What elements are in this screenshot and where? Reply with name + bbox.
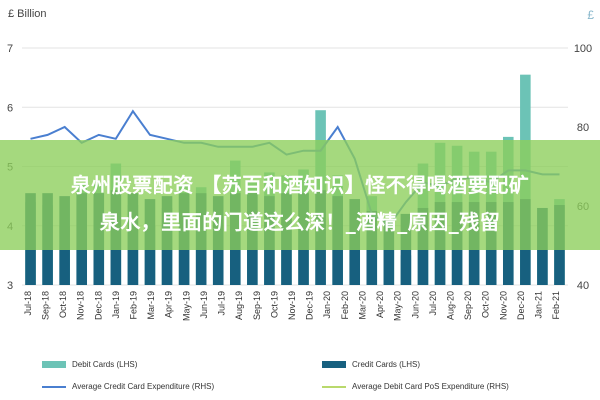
x-tick-label: Oct-19	[269, 291, 279, 318]
legend-swatch-avg-credit	[42, 385, 66, 388]
x-tick-label: Dec-20	[516, 291, 526, 320]
bar-credit-cards	[383, 219, 395, 285]
x-tick-label: May-19	[181, 291, 191, 321]
right-axis-unit: £	[587, 8, 594, 22]
right-tick-label: 80	[577, 122, 589, 134]
legend-swatch-credit-cards	[322, 361, 346, 368]
x-tick-label: Apr-20	[375, 291, 385, 318]
x-tick-label: Feb-20	[340, 291, 350, 320]
x-tick-label: Oct-18	[58, 291, 68, 318]
left-tick-label: 3	[7, 280, 13, 292]
x-tick-label: Dec-19	[305, 291, 315, 320]
x-tick-label: Aug-19	[234, 291, 244, 320]
legend-label-avg-credit: Average Credit Card Expenditure (RHS)	[72, 382, 215, 391]
x-tick-label: Dec-18	[93, 291, 103, 320]
x-tick-label: Feb-21	[551, 291, 561, 320]
x-tick-label: Jul-19	[217, 291, 227, 316]
legend-item-avg-credit: Average Credit Card Expenditure (RHS)	[42, 382, 214, 391]
legend-label-debit-cards: Debit Cards (LHS)	[72, 360, 138, 369]
overlay-headline-line1: 泉州股票配资 【苏百和酒知识】怪不得喝酒要配矿	[70, 173, 530, 197]
overlay-headline-line2: 泉水，里面的门道这么深！_酒精_原因_残留	[99, 210, 501, 234]
right-tick-label: 100	[574, 43, 592, 55]
legend-item-credit-cards: Credit Cards (LHS)	[322, 360, 420, 369]
left-tick-label: 6	[7, 102, 13, 114]
x-tick-label: May-20	[393, 291, 403, 321]
x-tick-label: Jun-19	[199, 291, 209, 319]
x-tick-label: Mar-20	[358, 291, 368, 320]
left-axis-unit: £ Billion	[8, 8, 47, 20]
x-tick-label: Sep-20	[463, 291, 473, 320]
legend-item-debit-cards: Debit Cards (LHS)	[42, 360, 137, 369]
x-tick-label: Jul-18	[23, 291, 33, 316]
left-tick-label: 7	[7, 43, 13, 55]
chart-legend: Debit Cards (LHS) Credit Cards (LHS) Ave…	[0, 352, 600, 400]
x-tick-label: Sep-18	[40, 291, 50, 320]
x-tick-label: Oct-20	[481, 291, 491, 318]
x-tick-label: Mar-19	[146, 291, 156, 320]
x-tick-label: Sep-19	[252, 291, 262, 320]
legend-label-credit-cards: Credit Cards (LHS)	[352, 360, 421, 369]
x-tick-label: Jan-21	[534, 291, 544, 319]
x-tick-label: Nov-19	[287, 291, 297, 320]
x-tick-label: Nov-18	[76, 291, 86, 320]
x-tick-label: Jul-20	[428, 291, 438, 316]
x-tick-label: Jun-20	[410, 291, 420, 319]
x-tick-label: Jan-20	[322, 291, 332, 319]
legend-swatch-avg-debit-pos	[322, 385, 346, 388]
legend-swatch-debit-cards	[42, 361, 66, 368]
overlay-banner	[0, 140, 600, 250]
x-tick-label: Aug-20	[446, 291, 456, 320]
x-tick-label: Apr-19	[164, 291, 174, 318]
x-tick-label: Nov-20	[498, 291, 508, 320]
right-tick-label: 40	[577, 280, 589, 292]
x-tick-label: Jan-19	[111, 291, 121, 319]
legend-label-avg-debit-pos: Average Debit Card PoS Expenditure (RHS)	[352, 382, 509, 391]
x-tick-label: Feb-19	[129, 291, 139, 320]
legend-item-avg-debit-pos: Average Debit Card PoS Expenditure (RHS)	[322, 382, 509, 391]
